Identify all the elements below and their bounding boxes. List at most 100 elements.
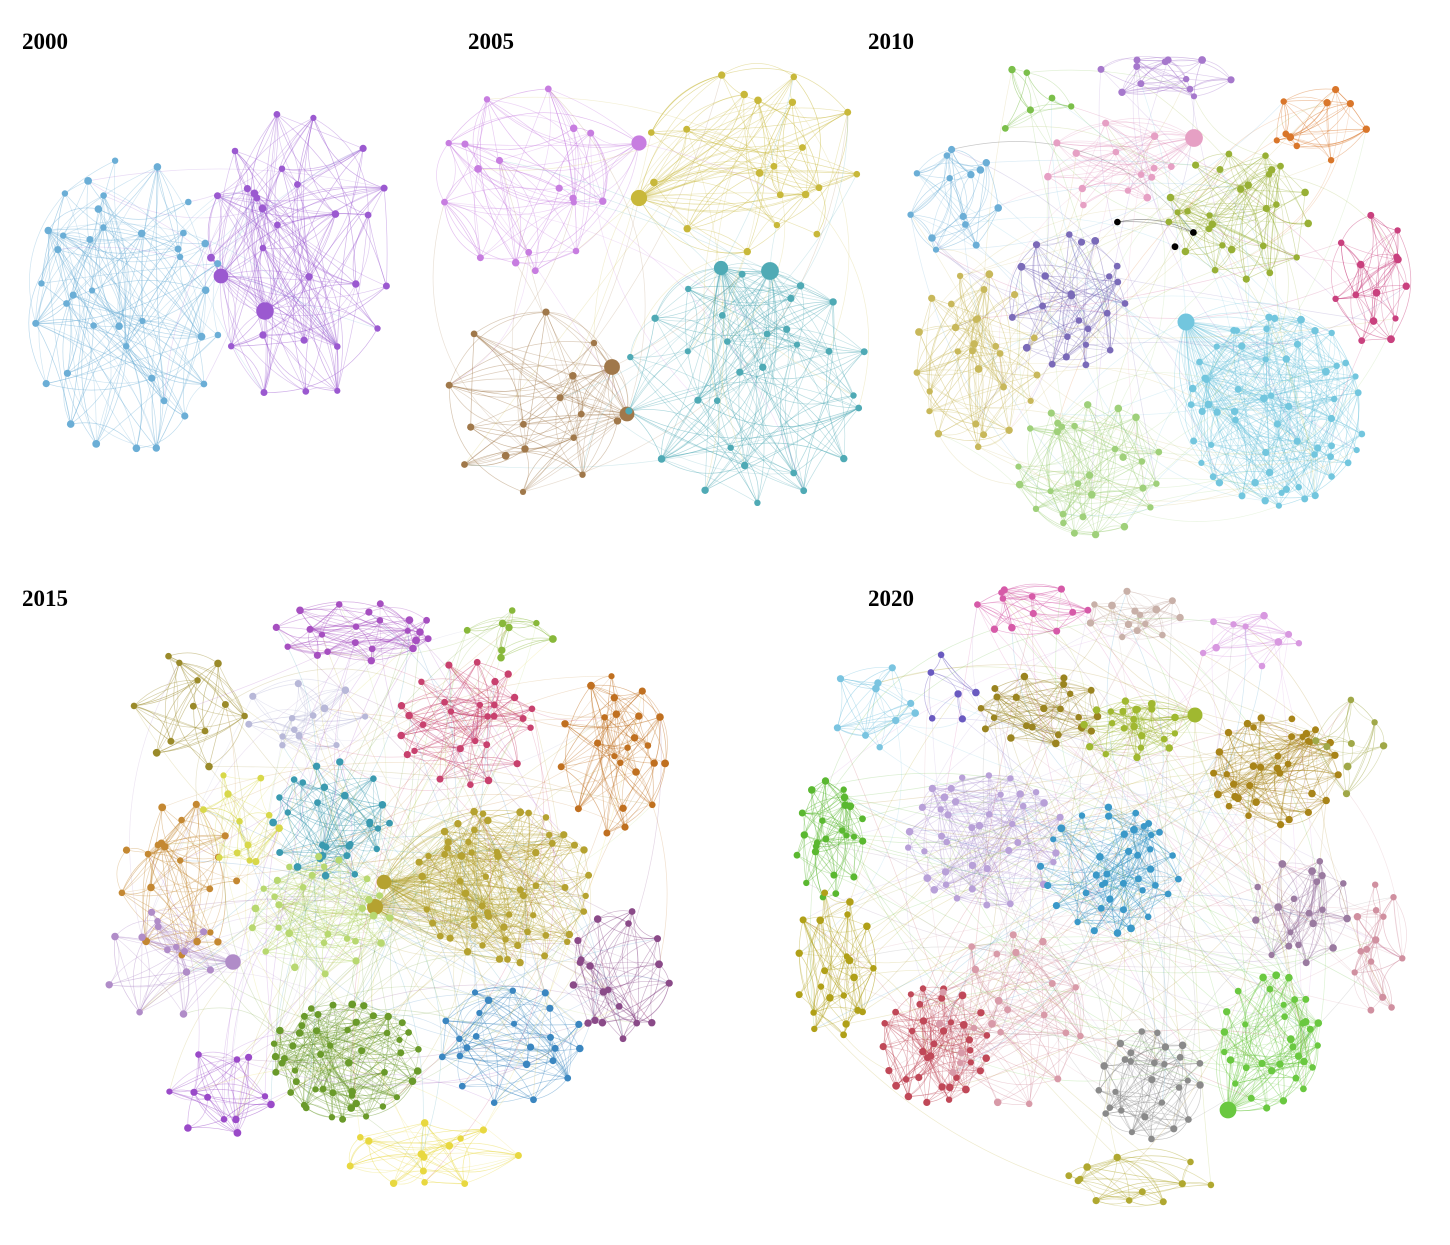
edge: [975, 318, 994, 425]
edge: [313, 117, 385, 189]
edge: [960, 174, 972, 217]
edge: [686, 165, 774, 229]
node: [527, 724, 534, 731]
node: [967, 170, 975, 179]
node: [599, 988, 608, 996]
edge: [717, 400, 794, 474]
edge: [35, 195, 104, 324]
edge: [48, 228, 179, 250]
edge: [448, 142, 630, 412]
node: [1225, 150, 1233, 158]
edge: [638, 129, 688, 199]
edge: [1205, 365, 1337, 391]
edge: [262, 208, 356, 285]
node: [60, 232, 67, 239]
edge: [1202, 59, 1232, 80]
edge: [151, 289, 206, 449]
node: [456, 1052, 464, 1060]
edge: [449, 364, 613, 386]
node: [755, 169, 764, 177]
node: [214, 331, 222, 339]
edge: [1265, 398, 1335, 453]
node: [352, 957, 360, 965]
node: [94, 205, 103, 213]
edge: [796, 344, 854, 396]
edge: [179, 662, 245, 717]
node: [763, 330, 771, 338]
edge: [1290, 103, 1351, 138]
edge: [486, 99, 640, 148]
edge: [448, 341, 595, 386]
edge: [628, 409, 731, 448]
node: [393, 1094, 400, 1101]
edge: [473, 333, 618, 422]
node: [1190, 229, 1197, 236]
edge: [720, 267, 798, 346]
edge: [931, 178, 952, 239]
edge: [1069, 234, 1118, 267]
edge: [638, 129, 688, 199]
edge: [1185, 169, 1272, 252]
node: [584, 1019, 592, 1027]
edge: [262, 247, 356, 285]
node: [1265, 468, 1274, 477]
edge: [1205, 377, 1332, 477]
edge: [210, 186, 385, 258]
edge: [959, 275, 1004, 388]
edge: [220, 275, 338, 347]
edge: [661, 400, 718, 460]
edge: [1056, 121, 1195, 144]
edge: [1271, 169, 1309, 224]
edge: [910, 214, 933, 239]
edge: [638, 187, 820, 212]
edge: [1011, 69, 1031, 111]
edge: [1047, 176, 1084, 206]
edge: [722, 315, 865, 354]
node: [970, 340, 978, 348]
edge: [444, 201, 517, 263]
edge: [62, 235, 143, 322]
node: [1262, 448, 1270, 457]
edge: [136, 148, 364, 449]
edge: [470, 426, 583, 475]
edge: [1335, 256, 1397, 300]
edge: [103, 166, 158, 196]
edge: [1263, 318, 1298, 442]
node: [516, 958, 524, 967]
edge: [653, 94, 745, 183]
edge: [593, 342, 628, 415]
node: [1354, 389, 1362, 397]
node: [926, 408, 933, 415]
node: [1332, 86, 1340, 94]
node: [291, 963, 299, 972]
edge: [515, 142, 640, 263]
edge: [661, 451, 794, 474]
edge: [252, 696, 283, 746]
node: [594, 739, 602, 747]
edge: [983, 289, 1014, 431]
node: [32, 319, 40, 327]
node: [221, 701, 229, 708]
edge: [1219, 398, 1335, 483]
node: [473, 658, 481, 666]
node: [1001, 124, 1009, 132]
node: [1120, 522, 1129, 531]
edge: [628, 350, 830, 412]
node: [648, 129, 655, 136]
edge: [1269, 454, 1315, 473]
edge: [1070, 293, 1111, 351]
node: [345, 1059, 353, 1067]
edge: [686, 129, 725, 491]
edge: [1185, 321, 1280, 506]
node: [484, 713, 491, 720]
node: [974, 365, 983, 373]
node: [279, 733, 286, 740]
node: [244, 841, 252, 849]
edge: [142, 232, 184, 322]
node: [1161, 58, 1169, 66]
edge: [716, 298, 792, 401]
node: [959, 212, 967, 221]
node: [1286, 133, 1295, 141]
edge: [449, 363, 574, 386]
edge: [1199, 361, 1289, 407]
